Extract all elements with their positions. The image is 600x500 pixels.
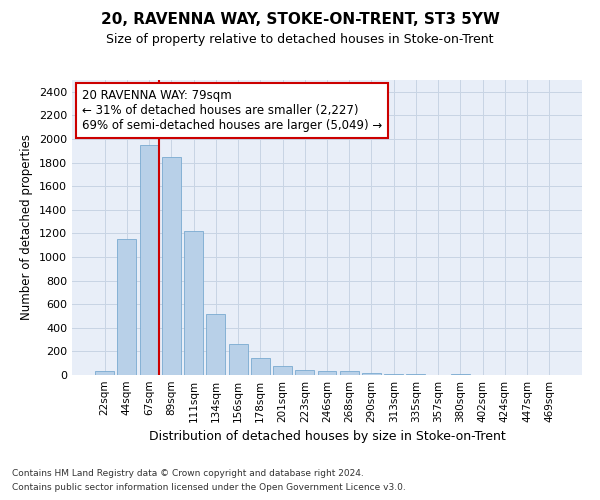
Bar [118, 240, 136, 375]
Bar [229, 344, 248, 375]
Bar [451, 374, 470, 375]
Text: Size of property relative to detached houses in Stoke-on-Trent: Size of property relative to detached ho… [106, 32, 494, 46]
Bar [206, 314, 225, 375]
Bar [295, 370, 314, 375]
Text: 20 RAVENNA WAY: 79sqm
← 31% of detached houses are smaller (2,227)
69% of semi-d: 20 RAVENNA WAY: 79sqm ← 31% of detached … [82, 89, 382, 132]
Bar [184, 231, 203, 375]
Text: 20, RAVENNA WAY, STOKE-ON-TRENT, ST3 5YW: 20, RAVENNA WAY, STOKE-ON-TRENT, ST3 5YW [101, 12, 499, 28]
Y-axis label: Number of detached properties: Number of detached properties [20, 134, 34, 320]
Bar [340, 371, 359, 375]
Bar [384, 374, 403, 375]
Bar [162, 156, 181, 375]
Bar [140, 145, 158, 375]
Bar [362, 373, 381, 375]
Bar [251, 358, 270, 375]
Text: Contains public sector information licensed under the Open Government Licence v3: Contains public sector information licen… [12, 484, 406, 492]
Bar [273, 366, 292, 375]
Text: Contains HM Land Registry data © Crown copyright and database right 2024.: Contains HM Land Registry data © Crown c… [12, 468, 364, 477]
Bar [406, 374, 425, 375]
X-axis label: Distribution of detached houses by size in Stoke-on-Trent: Distribution of detached houses by size … [149, 430, 505, 444]
Bar [317, 370, 337, 375]
Bar [95, 372, 114, 375]
